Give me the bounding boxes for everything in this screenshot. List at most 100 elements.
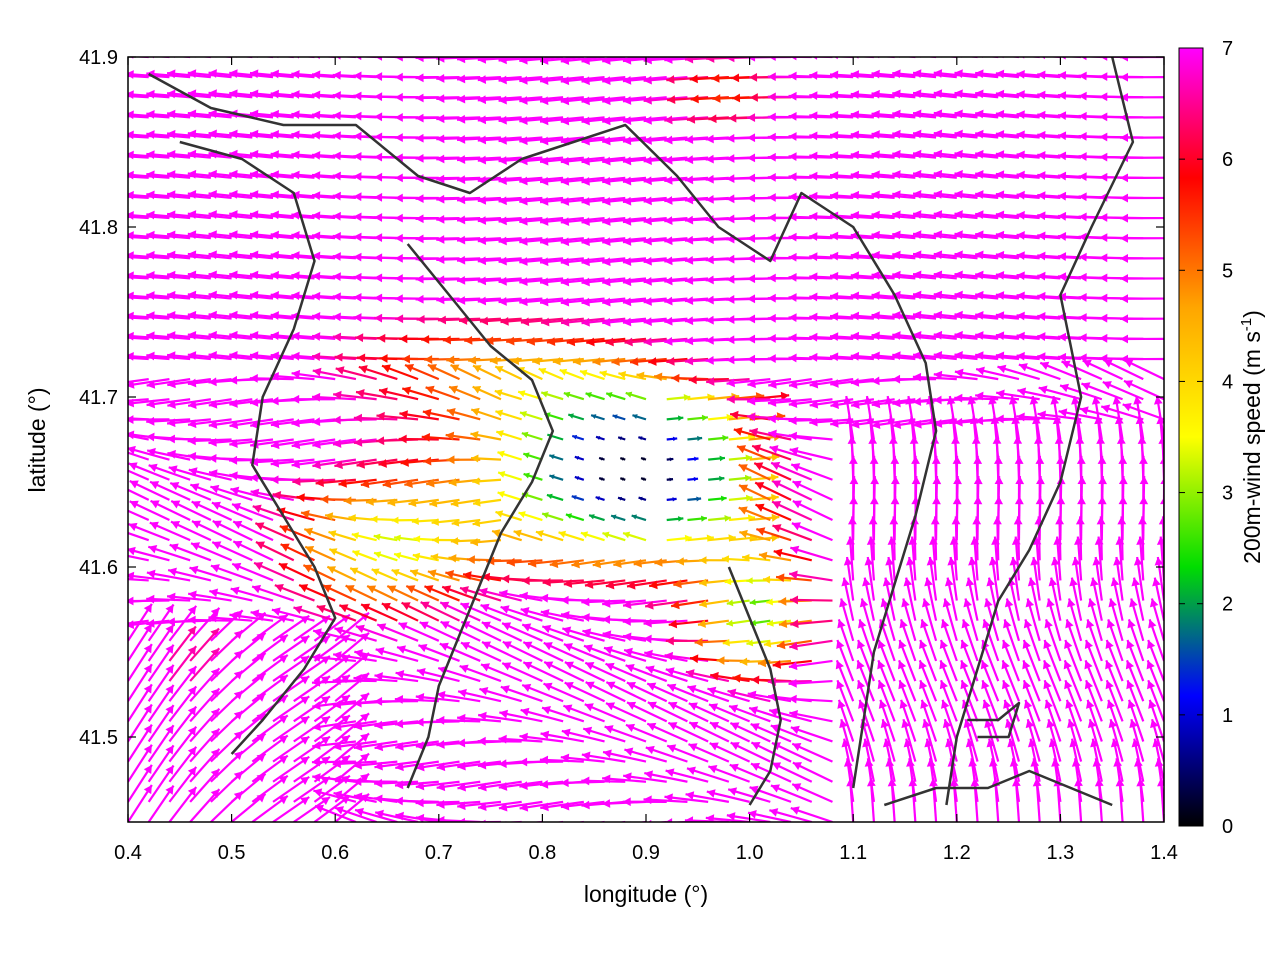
wind-arrow: [271, 607, 315, 622]
colorbar: 0 1 2 3 4 5 6 7 200m-wind speed (m s-1): [1178, 38, 1265, 838]
wind-arrow: [850, 331, 895, 341]
wind-arrow: [251, 714, 289, 743]
wind-arrow: [688, 721, 730, 743]
wind-arrow: [356, 458, 398, 469]
wind-arrow: [477, 711, 522, 723]
wind-arrow: [398, 622, 440, 642]
ridge-east-contour: [727, 566, 782, 806]
wind-arrow: [643, 795, 688, 805]
wind-arrow: [988, 556, 1000, 601]
wind-arrow: [809, 111, 854, 121]
wind-arrow: [584, 703, 626, 723]
wind-arrow: [355, 57, 398, 61]
wind-arrow: [270, 331, 315, 341]
wind-arrow: [146, 447, 191, 461]
wind-arrow: [396, 645, 440, 662]
wind-arrow: [685, 791, 730, 803]
wind-arrow: [128, 215, 149, 220]
wind-arrow: [637, 820, 646, 822]
wind-arrow: [668, 619, 709, 629]
wind-arrow: [564, 681, 606, 703]
wind-arrow: [622, 297, 667, 307]
wind-arrow: [1064, 679, 1083, 722]
wind-arrow: [128, 703, 153, 743]
wind-arrow: [791, 783, 833, 803]
wind-arrow: [605, 337, 647, 347]
wind-arrow: [128, 150, 170, 160]
wind-arrow: [538, 367, 564, 381]
wind-arrow: [229, 89, 274, 99]
wind-arrow: [850, 190, 895, 200]
wind-arrow: [1048, 577, 1062, 621]
wind-arrow: [963, 718, 979, 762]
wind-arrow: [560, 277, 605, 287]
y-tick-label: 41.8: [79, 217, 118, 239]
wind-arrow: [1071, 395, 1083, 440]
wind-arrow: [459, 586, 502, 602]
wind-arrow: [457, 780, 502, 792]
wind-arrow: [208, 230, 253, 240]
colorbar-title-close: ): [1239, 310, 1265, 318]
wind-arrow: [1085, 618, 1103, 662]
wind-arrow: [631, 514, 647, 522]
wind-arrow: [149, 480, 191, 501]
wind-arrow: [602, 277, 647, 287]
wind-arrow: [1099, 57, 1144, 61]
wind-arrow: [146, 378, 191, 389]
wind-arrow: [311, 392, 356, 402]
wind-arrow: [519, 176, 564, 186]
wind-arrow: [605, 702, 647, 723]
wind-arrow: [270, 458, 315, 468]
wind-arrow: [249, 230, 294, 240]
wind-arrow: [522, 661, 564, 683]
wind-arrow: [1017, 387, 1061, 401]
wind-arrow: [954, 169, 999, 179]
wind-arrow: [519, 800, 564, 812]
wind-arrow: [502, 640, 543, 662]
wind-arrow: [270, 351, 315, 361]
y-tick-label: 41.5: [79, 727, 118, 749]
wind-arrow: [526, 336, 564, 346]
wind-arrow: [954, 69, 999, 79]
wind-arrow: [789, 447, 833, 461]
wind-arrow: [519, 410, 543, 421]
wind-arrow: [645, 745, 688, 763]
wind-arrow: [995, 230, 1040, 240]
x-tick-label: 1.1: [839, 842, 867, 864]
wind-arrow: [850, 210, 895, 220]
wind-arrow: [584, 579, 626, 589]
wind-arrow: [211, 541, 253, 562]
wind-arrow: [456, 296, 502, 305]
wind-arrow: [770, 724, 813, 743]
wind-arrow: [585, 681, 626, 703]
wind-arrow: [961, 618, 979, 662]
wind-arrow: [128, 351, 170, 361]
wind-arrow: [313, 734, 351, 763]
wind-arrow: [293, 605, 336, 622]
wind-arrow: [408, 498, 439, 508]
wind-arrow: [458, 316, 502, 325]
wind-arrow: [920, 699, 938, 742]
wind-arrow: [602, 196, 647, 206]
wind-arrow: [1154, 556, 1164, 601]
wind-arrow: [666, 477, 674, 482]
wind-arrow: [436, 690, 481, 703]
wind-arrow: [898, 639, 917, 682]
wind-arrow: [128, 175, 149, 179]
wind-arrow: [251, 774, 289, 803]
wind-arrow: [597, 820, 605, 822]
wind-arrow: [571, 495, 585, 501]
wind-arrow: [622, 237, 667, 246]
wind-arrow: [326, 565, 357, 582]
wind-arrow: [249, 331, 294, 340]
wind-arrow: [612, 414, 626, 421]
wind-arrow: [892, 290, 937, 300]
wind-arrow: [602, 599, 647, 608]
wind-arrow: [809, 171, 854, 181]
wind-arrow: [334, 692, 370, 723]
wind-arrow: [272, 796, 310, 822]
colorbar-tick-label: 7: [1222, 38, 1233, 60]
y-tick-label: 41.9: [79, 47, 118, 69]
wind-arrow: [293, 796, 331, 822]
wind-arrow: [912, 351, 957, 361]
